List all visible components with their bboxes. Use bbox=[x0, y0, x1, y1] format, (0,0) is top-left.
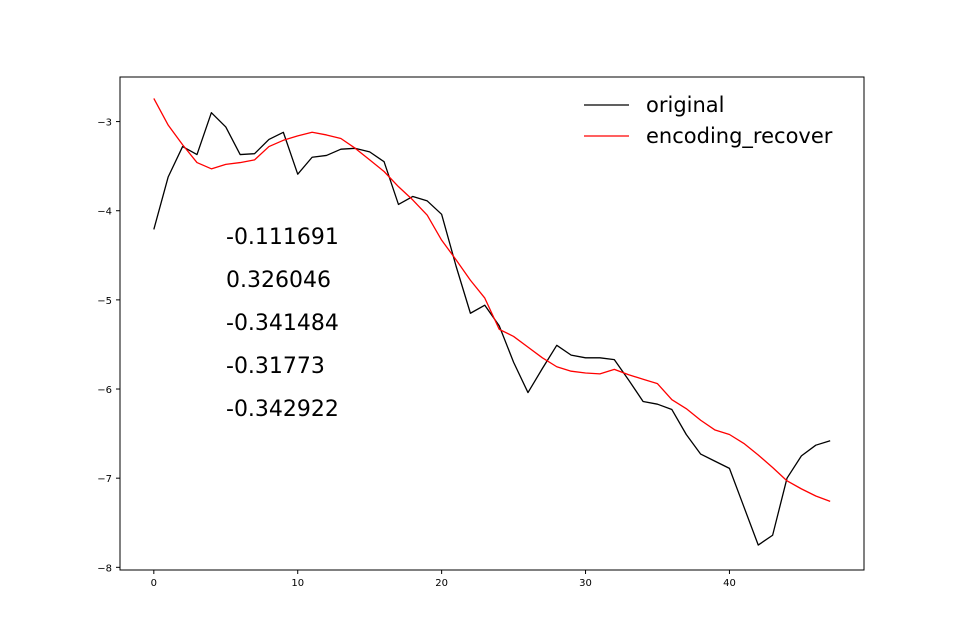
y-tick-label: −6 bbox=[97, 385, 112, 396]
annotation-text: -0.31773 bbox=[226, 354, 325, 379]
x-tick-label: 0 bbox=[151, 578, 157, 589]
y-tick-label: −7 bbox=[97, 474, 112, 485]
annotation-text: -0.342922 bbox=[226, 397, 339, 422]
annotation-text: -0.111691 bbox=[226, 225, 339, 250]
y-tick-label: −8 bbox=[97, 563, 112, 574]
series-layer bbox=[153, 98, 831, 546]
annotation-text: -0.341484 bbox=[226, 311, 339, 336]
x-tick-label: 30 bbox=[579, 578, 592, 589]
annotations: -0.111691 0.326046 -0.341484 -0.31773 -0… bbox=[226, 225, 339, 422]
series-line-original bbox=[153, 112, 831, 546]
y-tick-label: −3 bbox=[97, 118, 112, 129]
x-axis-ticks: 0 10 20 30 40 bbox=[151, 570, 736, 589]
y-tick-label: −5 bbox=[97, 296, 112, 307]
legend: original encoding_recover bbox=[584, 93, 833, 149]
legend-label: encoding_recover bbox=[646, 124, 833, 149]
x-tick-label: 20 bbox=[435, 578, 448, 589]
annotation-text: 0.326046 bbox=[226, 268, 331, 293]
x-tick-label: 40 bbox=[723, 578, 736, 589]
series-line-encoding-recover bbox=[153, 98, 831, 502]
x-tick-label: 10 bbox=[291, 578, 304, 589]
plot-frame bbox=[119, 76, 865, 571]
y-axis-ticks: −8 −7 −6 −5 −4 −3 bbox=[97, 118, 120, 574]
y-tick-label: −4 bbox=[97, 207, 112, 218]
legend-label: original bbox=[646, 93, 725, 117]
